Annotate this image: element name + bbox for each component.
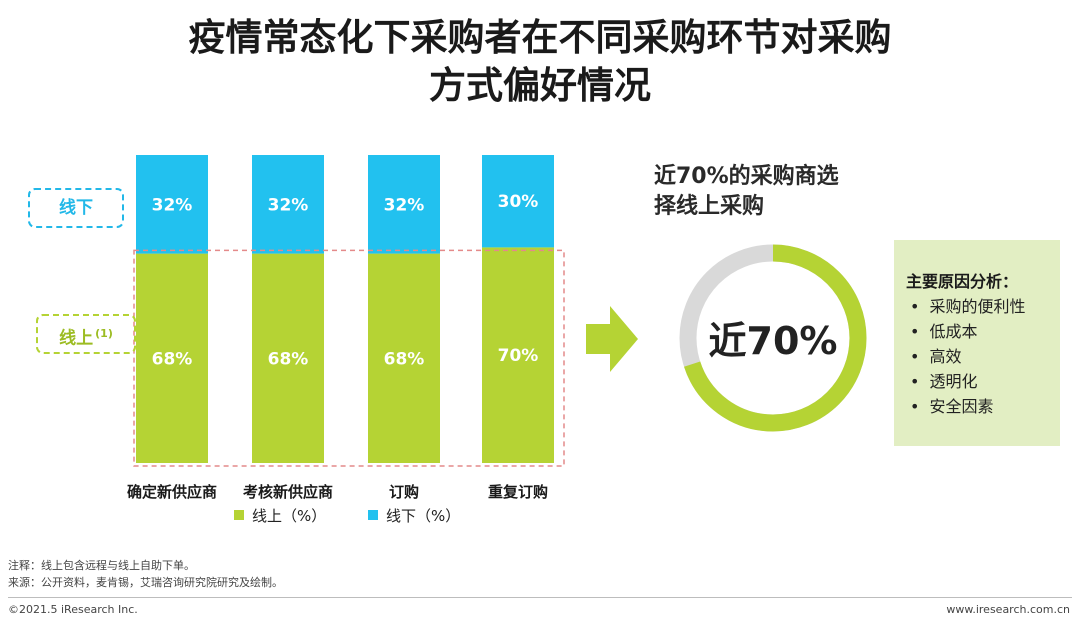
- category-label-0: 确定新供应商: [127, 483, 217, 500]
- bar-online-3: [482, 247, 554, 463]
- reason-item: 安全因素: [906, 394, 1050, 419]
- data-label-offline-2: 32%: [384, 195, 425, 215]
- reason-item: 低成本: [906, 319, 1050, 344]
- legend-item-online: 线上（%）: [234, 505, 326, 526]
- footer-divider: [8, 597, 1072, 598]
- offline-tag: 线下: [28, 188, 124, 228]
- bar-offline-2: [368, 155, 440, 254]
- data-label-online-0: 68%: [152, 349, 193, 369]
- data-label-offline-0: 32%: [152, 195, 193, 215]
- data-label-offline-3: 30%: [498, 192, 539, 212]
- headline: 近70%的采购商选 择线上采购: [654, 162, 894, 222]
- bar-online-0: [136, 253, 208, 463]
- bar-online-2: [368, 253, 440, 463]
- online-highlight-box: [133, 249, 565, 467]
- source-text: 来源：公开资料，麦肯锡，艾瑞咨询研究院研究及绘制。: [8, 576, 283, 589]
- legend-swatch-offline: [368, 510, 378, 520]
- headline-line-2: 择线上采购: [654, 194, 765, 219]
- legend-swatch-online: [234, 510, 244, 520]
- online-tag-footnote: (1): [95, 327, 113, 340]
- bar-offline-0: [136, 155, 208, 254]
- note-text: 注释：线上包含远程与线上自助下单。: [8, 559, 195, 572]
- right-arrow-icon: [586, 306, 638, 372]
- legend-label-online: 线上（%）: [252, 507, 327, 525]
- legend-label-offline: 线下（%）: [386, 507, 461, 525]
- headline-line-1: 近70%的采购商选: [654, 164, 839, 189]
- online-tag: 线上 (1): [36, 314, 136, 354]
- legend-item-offline: 线下（%）: [368, 505, 460, 526]
- category-label-1: 考核新供应商: [243, 483, 333, 500]
- reason-item: 采购的便利性: [906, 294, 1050, 319]
- online-tag-label: 线上: [59, 328, 94, 349]
- data-label-online-2: 68%: [384, 349, 425, 369]
- title-line-2: 方式偏好情况: [429, 64, 651, 107]
- bar-offline-1: [252, 155, 324, 254]
- bar-online-1: [252, 253, 324, 463]
- bar-offline-3: [482, 155, 554, 248]
- stacked-bar-chart: 68% 32% 确定新供应商 68% 32% 考核新供应商 68% 32% 订购 70% 30% 重复…: [127, 155, 565, 500]
- category-label-2: 订购: [389, 483, 419, 500]
- reason-item: 透明化: [906, 369, 1050, 394]
- donut-online-arc: [679, 244, 867, 432]
- title-line-1: 疫情常态化下采购者在不同采购环节对采购: [188, 16, 892, 59]
- data-label-offline-1: 32%: [268, 195, 309, 215]
- offline-tag-label: 线下: [59, 198, 93, 218]
- copyright: ©2021.5 iResearch Inc.: [8, 603, 138, 616]
- donut-chart: [679, 244, 867, 432]
- reasons-list: 采购的便利性 低成本 高效 透明化 安全因素: [906, 294, 1050, 419]
- page-title: 疫情常态化下采购者在不同采购环节对采购 方式偏好情况: [0, 14, 1080, 110]
- data-label-online-1: 68%: [268, 349, 309, 369]
- data-label-online-3: 70%: [498, 346, 539, 366]
- donut-center-label: 近70%: [708, 319, 838, 363]
- reasons-title: 主要原因分析：: [906, 272, 1019, 291]
- category-label-3: 重复订购: [488, 483, 548, 500]
- reasons-panel: 主要原因分析： 采购的便利性 低成本 高效 透明化 安全因素: [894, 240, 1060, 446]
- website-link: www.iresearch.com.cn: [946, 603, 1070, 616]
- reason-item: 高效: [906, 344, 1050, 369]
